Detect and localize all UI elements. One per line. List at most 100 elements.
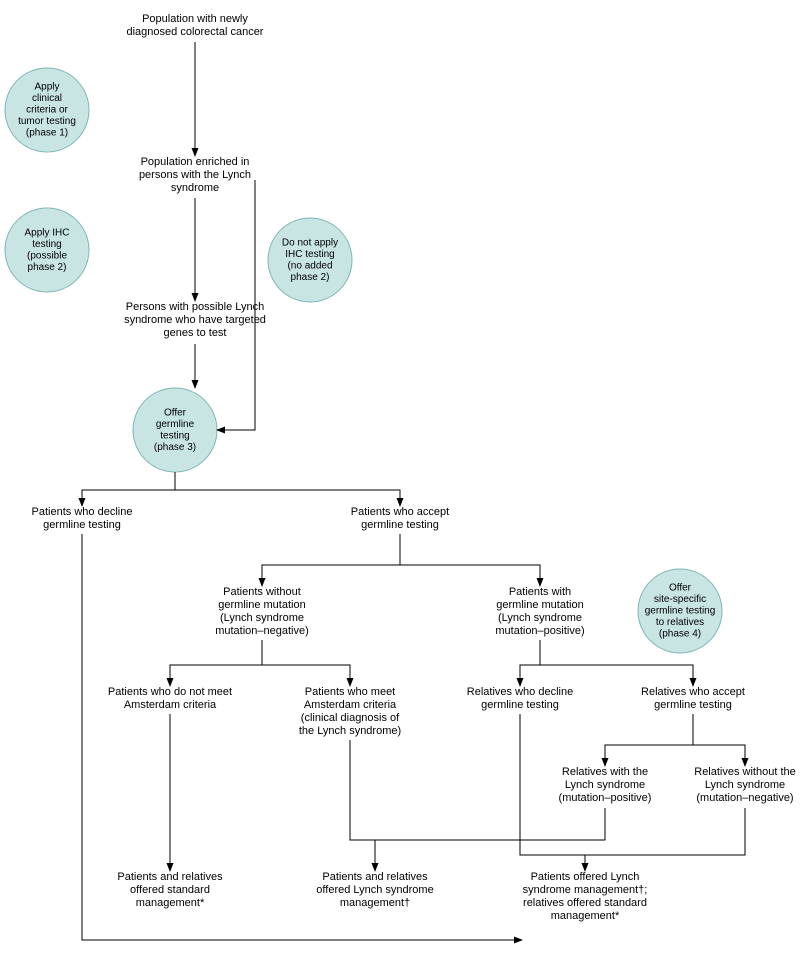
- circle-label: Apply IHC: [24, 227, 69, 238]
- flow-node-relacc: Relatives who acceptgermline testing: [641, 686, 745, 711]
- circle-label: (no added: [287, 260, 332, 271]
- circle-label: (phase 1): [26, 128, 68, 139]
- node-label: offered standard: [130, 884, 210, 896]
- circle-label: (phase 4): [659, 629, 701, 640]
- node-label: Patients who meet: [305, 686, 396, 698]
- phase-circle-phase2a: Apply IHCtesting(possiblephase 2): [5, 208, 89, 292]
- circle-label: (possible: [27, 250, 67, 261]
- node-label: germline testing: [361, 519, 439, 531]
- flow-node-ams: Patients who meetAmsterdam criteria(clin…: [299, 686, 401, 737]
- node-label: Persons with possible Lynch: [126, 301, 264, 313]
- node-label: Patients and relatives: [322, 871, 428, 883]
- node-label: genes to test: [164, 327, 227, 339]
- flow-node-relneg: Relatives without theLynch syndrome(muta…: [694, 766, 796, 804]
- node-label: diagnosed colorectal cancer: [127, 26, 264, 38]
- flow-node-mutpos: Patients withgermline mutation(Lynch syn…: [495, 586, 584, 637]
- flow-node-targeted: Persons with possible Lynchsyndrome who …: [124, 301, 266, 339]
- phase-circle-phase4: Offersite-specificgermline testingto rel…: [638, 569, 722, 653]
- circle-label: to relatives: [656, 617, 704, 628]
- node-label: relatives offered standard: [523, 897, 647, 909]
- circle-label: testing: [160, 430, 189, 441]
- flow-node-start: Population with newlydiagnosed colorecta…: [127, 13, 264, 38]
- circle-label: criteria or: [26, 105, 68, 116]
- flow-node-accept: Patients who acceptgermline testing: [351, 506, 449, 531]
- node-label: (mutation–positive): [559, 792, 652, 804]
- connector-a11: [520, 640, 540, 686]
- circle-label: Apply: [34, 82, 59, 93]
- phase-circle-phase3: Offergermlinetesting(phase 3): [133, 388, 217, 472]
- connector-a18: [375, 808, 605, 840]
- flow-node-noams: Patients who do not meetAmsterdam criter…: [108, 686, 232, 711]
- connector-a9: [170, 640, 262, 686]
- circle-label: phase 2): [28, 262, 67, 273]
- node-label: germline testing: [43, 519, 121, 531]
- connector-a20: [585, 808, 745, 855]
- node-label: offered Lynch syndrome: [316, 884, 433, 896]
- node-label: Relatives who accept: [641, 686, 745, 698]
- connector-a7: [262, 534, 400, 586]
- node-label: Amsterdam criteria: [304, 699, 397, 711]
- node-label: syndrome who have targeted: [124, 314, 266, 326]
- flow-node-out1: Patients and relativesoffered standardma…: [117, 871, 223, 909]
- connector-a12: [540, 665, 693, 686]
- node-label: (Lynch syndrome: [498, 612, 582, 624]
- connector-a10: [262, 665, 350, 686]
- connector-a5: [82, 472, 175, 506]
- node-label: Relatives who decline: [467, 686, 573, 698]
- circle-label: Offer: [164, 407, 187, 418]
- node-label: Patients who do not meet: [108, 686, 232, 698]
- node-label: management*: [551, 910, 620, 922]
- node-label: management†: [340, 897, 410, 909]
- node-label: mutation–positive): [495, 625, 584, 637]
- node-label: germline testing: [654, 699, 732, 711]
- connector-a17: [350, 740, 375, 871]
- node-label: Amsterdam criteria: [124, 699, 217, 711]
- flow-node-reldec: Relatives who declinegermline testing: [467, 686, 573, 711]
- flow-node-decline: Patients who declinegermline testing: [32, 506, 133, 531]
- circle-label: germline: [156, 419, 195, 430]
- circle-label: (phase 3): [154, 442, 196, 453]
- node-label: persons with the Lynch: [139, 169, 251, 181]
- node-label: the Lynch syndrome): [299, 725, 401, 737]
- node-label: Patients with: [509, 586, 571, 598]
- circle-label: Offer: [669, 583, 692, 594]
- flow-node-out3: Patients offered Lynchsyndrome managemen…: [523, 871, 648, 922]
- node-label: Patients who decline: [32, 506, 133, 518]
- flow-node-mutneg: Patients withoutgermline mutation(Lynch …: [215, 586, 309, 637]
- connector-a6: [175, 490, 400, 506]
- node-label: (mutation–negative): [696, 792, 793, 804]
- node-label: germline mutation: [218, 599, 305, 611]
- node-label: Population with newly: [142, 13, 248, 25]
- node-label: mutation–negative): [215, 625, 309, 637]
- node-label: syndrome management†;: [523, 884, 648, 896]
- node-label: germline mutation: [496, 599, 583, 611]
- node-label: (Lynch syndrome: [220, 612, 304, 624]
- connector-a8: [400, 565, 540, 586]
- node-label: syndrome: [171, 182, 219, 194]
- circle-label: Do not apply: [282, 237, 338, 248]
- node-label: Relatives without the: [694, 766, 796, 778]
- node-label: management*: [136, 897, 205, 909]
- node-label: Lynch syndrome: [705, 779, 785, 791]
- phase-circle-phase2b: Do not applyIHC testing(no addedphase 2): [268, 218, 352, 302]
- node-label: germline testing: [481, 699, 559, 711]
- node-label: Patients offered Lynch: [531, 871, 640, 883]
- connector-a14: [693, 745, 745, 766]
- node-label: Patients and relatives: [117, 871, 223, 883]
- circle-label: IHC testing: [285, 249, 334, 260]
- circle-label: testing: [32, 239, 61, 250]
- node-label: Patients who accept: [351, 506, 449, 518]
- circle-label: germline testing: [645, 606, 716, 617]
- node-label: Relatives with the: [562, 766, 648, 778]
- phase-circle-phase1: Applyclinicalcriteria ortumor testing(ph…: [5, 68, 89, 152]
- flow-node-relpos: Relatives with theLynch syndrome(mutatio…: [559, 766, 652, 804]
- circle-label: tumor testing: [18, 116, 76, 127]
- node-label: Lynch syndrome: [565, 779, 645, 791]
- flow-node-out2: Patients and relativesoffered Lynch synd…: [316, 871, 433, 909]
- node-label: (clinical diagnosis of: [301, 712, 400, 724]
- flow-node-enriched: Population enriched inpersons with the L…: [139, 156, 251, 194]
- connector-a13: [605, 714, 693, 766]
- circle-label: site-specific: [654, 594, 706, 605]
- node-label: Population enriched in: [141, 156, 250, 168]
- node-label: Patients without: [223, 586, 301, 598]
